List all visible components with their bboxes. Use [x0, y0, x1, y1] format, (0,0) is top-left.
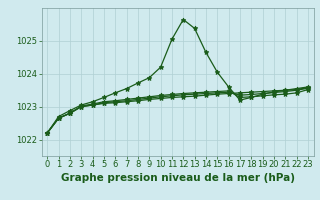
- X-axis label: Graphe pression niveau de la mer (hPa): Graphe pression niveau de la mer (hPa): [60, 173, 295, 183]
